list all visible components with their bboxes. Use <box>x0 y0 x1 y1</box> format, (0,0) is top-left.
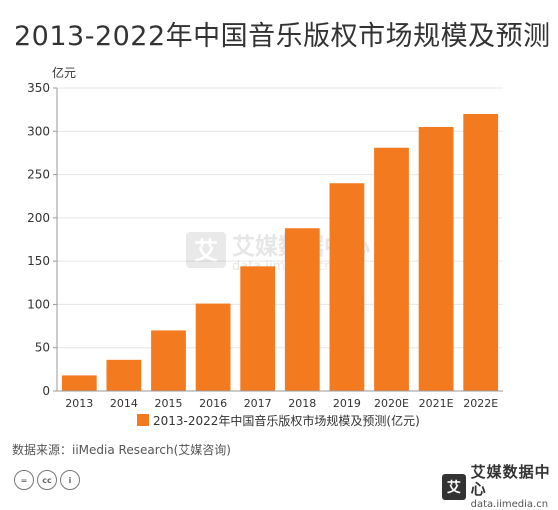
bar <box>330 183 365 391</box>
watermark-logo-mark: 艾 <box>194 237 218 265</box>
brand-logo: 艾 艾媒数据中心 data.iimedia.cn <box>442 464 558 510</box>
x-tick-label: 2015 <box>155 397 183 410</box>
x-tick-label: 2022E <box>463 397 498 410</box>
bar <box>196 304 231 391</box>
y-axis-unit: 亿元 <box>52 65 76 80</box>
y-tick-label: 200 <box>27 211 50 225</box>
bar <box>62 375 97 391</box>
x-tick-label: 2021E <box>419 397 454 410</box>
brand-name-en: data.iimedia.cn <box>471 499 558 510</box>
bar <box>374 148 409 391</box>
license-cc-icon: cc <box>37 470 57 490</box>
brand-name-cn: 艾媒数据中心 <box>471 464 558 499</box>
license-icons: = cc i <box>14 470 80 490</box>
license-by-icon: i <box>60 470 80 490</box>
bar <box>463 114 498 391</box>
license-nd-icon: = <box>14 470 34 490</box>
bar <box>151 330 186 391</box>
x-tick-label: 2018 <box>288 397 316 410</box>
y-tick-label: 0 <box>42 384 50 398</box>
x-tick-label: 2019 <box>333 397 361 410</box>
bar <box>285 228 320 391</box>
y-tick-label: 150 <box>27 254 50 268</box>
y-tick-label: 250 <box>27 168 50 182</box>
x-tick-label: 2014 <box>110 397 138 410</box>
bar <box>107 360 142 391</box>
y-tick-label: 50 <box>35 341 50 355</box>
x-tick-label: 2016 <box>199 397 227 410</box>
y-tick-label: 350 <box>27 81 50 95</box>
bar <box>240 266 275 391</box>
brand-logo-mark: 艾 <box>442 474 466 500</box>
legend-swatch <box>137 414 149 426</box>
legend: 2013-2022年中国音乐版权市场规模及预测(亿元) <box>137 413 420 428</box>
source-note: 数据来源：iiMedia Research(艾媒咨询) <box>12 441 231 458</box>
legend-label: 2013-2022年中国音乐版权市场规模及预测(亿元) <box>153 413 420 428</box>
x-tick-label: 2013 <box>65 397 93 410</box>
bar <box>419 127 454 391</box>
y-tick-label: 100 <box>27 297 50 311</box>
y-tick-label: 300 <box>27 124 50 138</box>
x-tick-label: 2017 <box>244 397 272 410</box>
x-tick-label: 2020E <box>374 397 409 410</box>
